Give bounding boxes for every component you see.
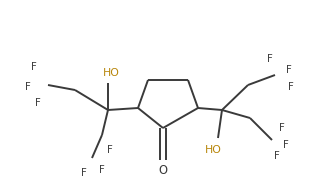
Text: HO: HO — [204, 145, 221, 155]
Text: F: F — [25, 82, 31, 92]
Text: F: F — [35, 98, 41, 108]
Text: F: F — [99, 165, 105, 175]
Text: F: F — [274, 151, 280, 161]
Text: F: F — [286, 65, 292, 75]
Text: F: F — [288, 82, 294, 92]
Text: O: O — [159, 164, 167, 177]
Text: F: F — [81, 168, 87, 178]
Text: F: F — [279, 123, 285, 133]
Text: F: F — [283, 140, 289, 150]
Text: F: F — [107, 145, 113, 155]
Text: F: F — [267, 54, 273, 64]
Text: HO: HO — [103, 68, 120, 78]
Text: F: F — [31, 62, 37, 72]
